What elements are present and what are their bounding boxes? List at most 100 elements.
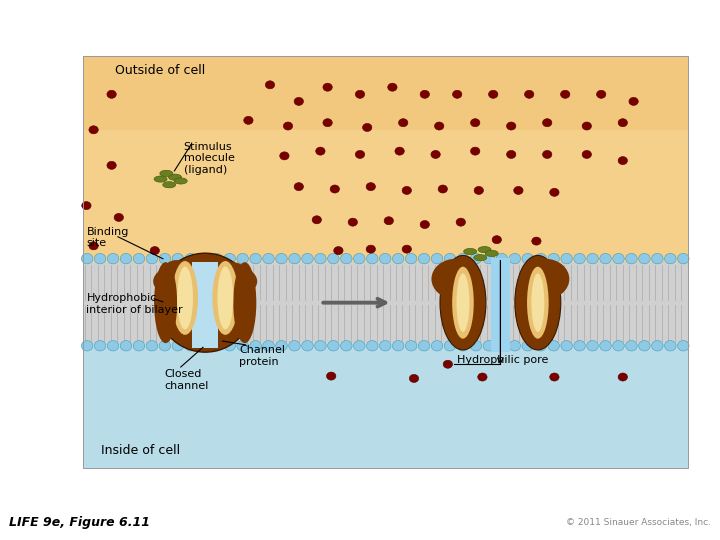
Ellipse shape xyxy=(444,253,456,264)
Ellipse shape xyxy=(379,341,391,351)
Ellipse shape xyxy=(483,341,495,351)
Text: Inside of cell: Inside of cell xyxy=(101,443,180,457)
Ellipse shape xyxy=(478,247,491,253)
Text: Stimulus
molecule
(ligand): Stimulus molecule (ligand) xyxy=(184,141,235,175)
Ellipse shape xyxy=(356,151,365,158)
Ellipse shape xyxy=(561,253,572,264)
Ellipse shape xyxy=(639,253,650,264)
Ellipse shape xyxy=(81,253,93,264)
Ellipse shape xyxy=(172,261,198,335)
Ellipse shape xyxy=(120,341,132,351)
Ellipse shape xyxy=(574,253,585,264)
Ellipse shape xyxy=(550,373,559,381)
Text: LIFE 9e, Figure 6.11: LIFE 9e, Figure 6.11 xyxy=(9,516,150,529)
Ellipse shape xyxy=(395,147,405,155)
Ellipse shape xyxy=(626,253,637,264)
Ellipse shape xyxy=(431,341,443,351)
Ellipse shape xyxy=(507,122,516,130)
Ellipse shape xyxy=(156,253,254,352)
Ellipse shape xyxy=(263,341,274,351)
Text: Binding
site: Binding site xyxy=(86,227,129,248)
Ellipse shape xyxy=(89,126,98,134)
Ellipse shape xyxy=(489,90,498,98)
Ellipse shape xyxy=(237,253,248,264)
Ellipse shape xyxy=(212,261,238,335)
Ellipse shape xyxy=(665,341,676,351)
Ellipse shape xyxy=(153,259,257,304)
Ellipse shape xyxy=(431,151,440,158)
Ellipse shape xyxy=(509,253,521,264)
Ellipse shape xyxy=(341,253,352,264)
Ellipse shape xyxy=(678,341,689,351)
Ellipse shape xyxy=(522,253,534,264)
Ellipse shape xyxy=(160,170,173,177)
Ellipse shape xyxy=(405,253,417,264)
Ellipse shape xyxy=(233,262,256,343)
Ellipse shape xyxy=(237,341,248,351)
Ellipse shape xyxy=(485,251,498,256)
Ellipse shape xyxy=(440,255,486,350)
Bar xyxy=(83,56,688,262)
Ellipse shape xyxy=(420,220,429,228)
Ellipse shape xyxy=(587,253,598,264)
Text: Closed
channel: Closed channel xyxy=(164,369,209,390)
Ellipse shape xyxy=(224,253,235,264)
Ellipse shape xyxy=(618,373,627,381)
Ellipse shape xyxy=(457,253,469,264)
Ellipse shape xyxy=(471,147,480,155)
Ellipse shape xyxy=(114,213,124,221)
Ellipse shape xyxy=(618,119,627,127)
Ellipse shape xyxy=(81,341,93,351)
Ellipse shape xyxy=(94,341,106,351)
Ellipse shape xyxy=(185,341,197,351)
Ellipse shape xyxy=(107,161,117,170)
Ellipse shape xyxy=(341,341,352,351)
Ellipse shape xyxy=(456,218,466,226)
Ellipse shape xyxy=(366,245,376,253)
Ellipse shape xyxy=(522,341,534,351)
Ellipse shape xyxy=(388,83,397,91)
Ellipse shape xyxy=(177,266,193,329)
Ellipse shape xyxy=(354,341,365,351)
Ellipse shape xyxy=(323,119,333,127)
Text: Outside of cell: Outside of cell xyxy=(115,64,205,77)
Ellipse shape xyxy=(435,122,444,130)
Ellipse shape xyxy=(420,90,429,98)
Ellipse shape xyxy=(492,235,501,244)
Ellipse shape xyxy=(82,201,91,210)
Ellipse shape xyxy=(652,253,663,264)
Ellipse shape xyxy=(146,253,158,264)
Ellipse shape xyxy=(94,253,106,264)
Ellipse shape xyxy=(172,341,184,351)
Text: © 2011 Sinauer Associates, Inc.: © 2011 Sinauer Associates, Inc. xyxy=(567,518,711,527)
Ellipse shape xyxy=(525,90,534,98)
Ellipse shape xyxy=(613,341,624,351)
Ellipse shape xyxy=(366,253,378,264)
Ellipse shape xyxy=(613,253,624,264)
Ellipse shape xyxy=(243,116,253,124)
Ellipse shape xyxy=(531,273,544,332)
Ellipse shape xyxy=(678,253,689,264)
Ellipse shape xyxy=(527,267,549,339)
Ellipse shape xyxy=(665,253,676,264)
Bar xyxy=(491,314,510,348)
Ellipse shape xyxy=(392,341,404,351)
Ellipse shape xyxy=(531,237,541,245)
Text: Figure 6.11  A Gated Channel Protein Opens in Response to a Stimulus: Figure 6.11 A Gated Channel Protein Open… xyxy=(9,10,549,25)
Ellipse shape xyxy=(629,97,638,105)
Ellipse shape xyxy=(464,248,477,254)
Ellipse shape xyxy=(146,341,158,351)
Ellipse shape xyxy=(474,186,484,194)
Ellipse shape xyxy=(289,253,300,264)
Ellipse shape xyxy=(263,253,274,264)
Ellipse shape xyxy=(315,341,326,351)
Ellipse shape xyxy=(470,341,482,351)
Ellipse shape xyxy=(302,253,313,264)
Ellipse shape xyxy=(574,341,585,351)
Bar xyxy=(192,262,218,348)
Ellipse shape xyxy=(354,253,365,264)
Ellipse shape xyxy=(211,341,222,351)
Ellipse shape xyxy=(548,341,559,351)
Ellipse shape xyxy=(452,267,474,339)
Ellipse shape xyxy=(222,262,246,286)
